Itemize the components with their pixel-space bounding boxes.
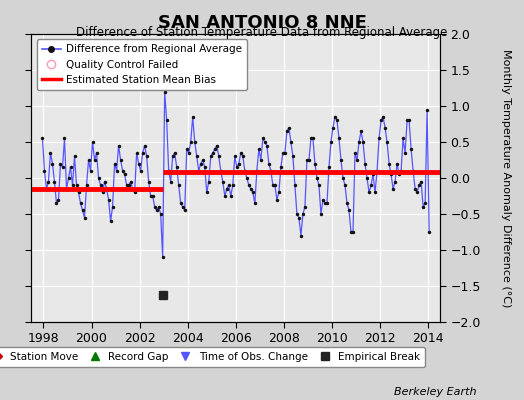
Y-axis label: Monthly Temperature Anomaly Difference (°C): Monthly Temperature Anomaly Difference (… [500,49,510,307]
Text: Difference of Station Temperature Data from Regional Average: Difference of Station Temperature Data f… [77,26,447,39]
Text: SAN ANTONIO 8 NNE: SAN ANTONIO 8 NNE [158,14,366,32]
Legend: Station Move, Record Gap, Time of Obs. Change, Empirical Break: Station Move, Record Gap, Time of Obs. C… [0,347,425,367]
Text: Berkeley Earth: Berkeley Earth [395,387,477,397]
